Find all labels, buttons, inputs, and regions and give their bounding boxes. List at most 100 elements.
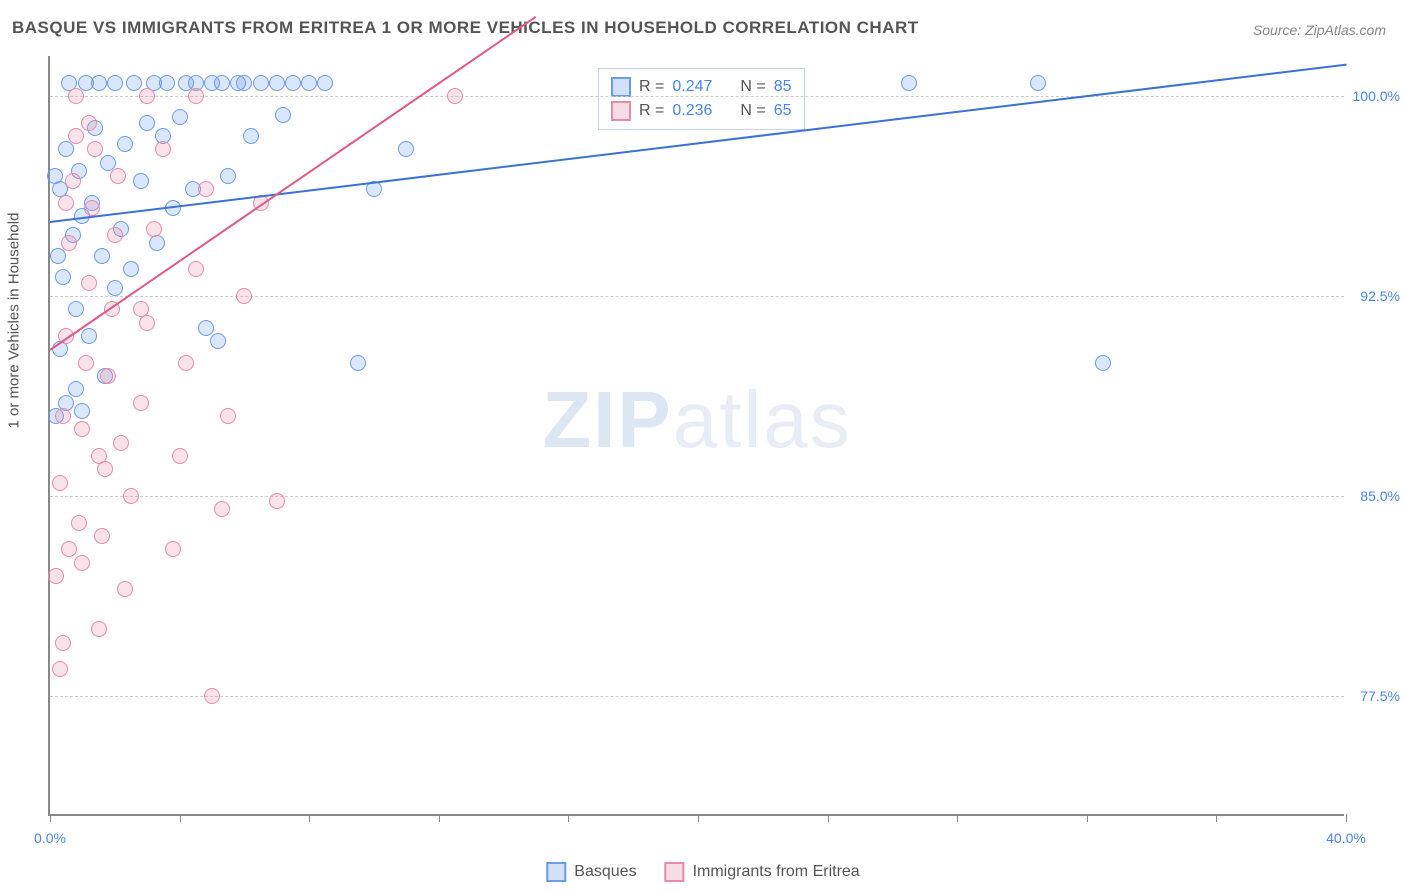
gridline xyxy=(50,696,1344,697)
data-point xyxy=(74,555,90,571)
data-point xyxy=(94,248,110,264)
data-point xyxy=(159,75,175,91)
data-point xyxy=(68,128,84,144)
data-point xyxy=(126,75,142,91)
legend-swatch xyxy=(611,101,631,121)
data-point xyxy=(74,421,90,437)
legend-swatch xyxy=(611,77,631,97)
legend-row: R = 0.236 N = 65 xyxy=(611,99,792,123)
xtick xyxy=(1346,814,1347,822)
data-point xyxy=(178,355,194,371)
data-point xyxy=(91,448,107,464)
data-point xyxy=(1095,355,1111,371)
data-point xyxy=(68,381,84,397)
legend-label: Immigrants from Eritrea xyxy=(693,863,860,881)
data-point xyxy=(198,181,214,197)
data-point xyxy=(47,168,63,184)
data-point xyxy=(58,141,74,157)
xtick xyxy=(180,814,181,822)
data-point xyxy=(204,688,220,704)
xtick xyxy=(568,814,569,822)
data-point xyxy=(94,528,110,544)
legend-correlation: R =0.247N =85R =0.236N =65 xyxy=(598,68,805,130)
legend-item: Basques xyxy=(546,862,636,882)
data-point xyxy=(220,168,236,184)
data-point xyxy=(198,320,214,336)
data-point xyxy=(243,128,259,144)
data-point xyxy=(269,493,285,509)
data-point xyxy=(117,136,133,152)
data-point xyxy=(68,88,84,104)
data-point xyxy=(214,75,230,91)
data-point xyxy=(81,328,97,344)
source-label: Source: ZipAtlas.com xyxy=(1253,22,1386,38)
legend-n-label: N = xyxy=(740,102,765,120)
gridline xyxy=(50,496,1344,497)
watermark-bold: ZIP xyxy=(542,375,672,464)
legend-r-value: 0.247 xyxy=(672,78,712,96)
data-point xyxy=(58,195,74,211)
data-point xyxy=(87,141,103,157)
y-axis-label: 1 or more Vehicles in Household xyxy=(6,213,23,429)
data-point xyxy=(61,541,77,557)
plot-area: ZIPatlas R =0.247N =85R =0.236N =65 77.5… xyxy=(48,56,1344,816)
data-point xyxy=(172,448,188,464)
data-point xyxy=(123,261,139,277)
data-point xyxy=(188,261,204,277)
data-point xyxy=(78,355,94,371)
data-point xyxy=(71,515,87,531)
data-point xyxy=(901,75,917,91)
data-point xyxy=(55,269,71,285)
data-point xyxy=(107,227,123,243)
xtick xyxy=(50,814,51,822)
legend-label: Basques xyxy=(574,863,636,881)
data-point xyxy=(50,248,66,264)
data-point xyxy=(123,488,139,504)
legend-r-label: R = xyxy=(639,102,664,120)
data-point xyxy=(139,88,155,104)
data-point xyxy=(188,88,204,104)
data-point xyxy=(269,75,285,91)
data-point xyxy=(210,333,226,349)
data-point xyxy=(172,109,188,125)
data-point xyxy=(68,301,84,317)
data-point xyxy=(55,408,71,424)
data-point xyxy=(107,280,123,296)
data-point xyxy=(236,75,252,91)
data-point xyxy=(117,581,133,597)
legend-n-value: 65 xyxy=(774,102,792,120)
data-point xyxy=(155,141,171,157)
data-point xyxy=(84,200,100,216)
ytick-label: 85.0% xyxy=(1348,488,1400,504)
legend-r-label: R = xyxy=(639,78,664,96)
xtick-label: 40.0% xyxy=(1326,830,1366,846)
ytick-label: 100.0% xyxy=(1348,88,1400,104)
xtick xyxy=(957,814,958,822)
data-point xyxy=(133,173,149,189)
ytick-label: 92.5% xyxy=(1348,288,1400,304)
xtick xyxy=(1216,814,1217,822)
data-point xyxy=(447,88,463,104)
ytick-label: 77.5% xyxy=(1348,688,1400,704)
data-point xyxy=(133,395,149,411)
data-point xyxy=(350,355,366,371)
data-point xyxy=(253,75,269,91)
data-point xyxy=(110,168,126,184)
data-point xyxy=(301,75,317,91)
data-point xyxy=(139,115,155,131)
chart-title: BASQUE VS IMMIGRANTS FROM ERITREA 1 OR M… xyxy=(12,18,919,38)
xtick xyxy=(309,814,310,822)
xtick xyxy=(439,814,440,822)
data-point xyxy=(1030,75,1046,91)
data-point xyxy=(91,621,107,637)
xtick-label: 0.0% xyxy=(34,830,66,846)
data-point xyxy=(91,75,107,91)
data-point xyxy=(81,115,97,131)
legend-r-value: 0.236 xyxy=(672,102,712,120)
data-point xyxy=(48,568,64,584)
data-point xyxy=(236,288,252,304)
data-point xyxy=(146,221,162,237)
data-point xyxy=(133,301,149,317)
legend-bottom: Basques Immigrants from Eritrea xyxy=(546,862,859,882)
data-point xyxy=(52,661,68,677)
